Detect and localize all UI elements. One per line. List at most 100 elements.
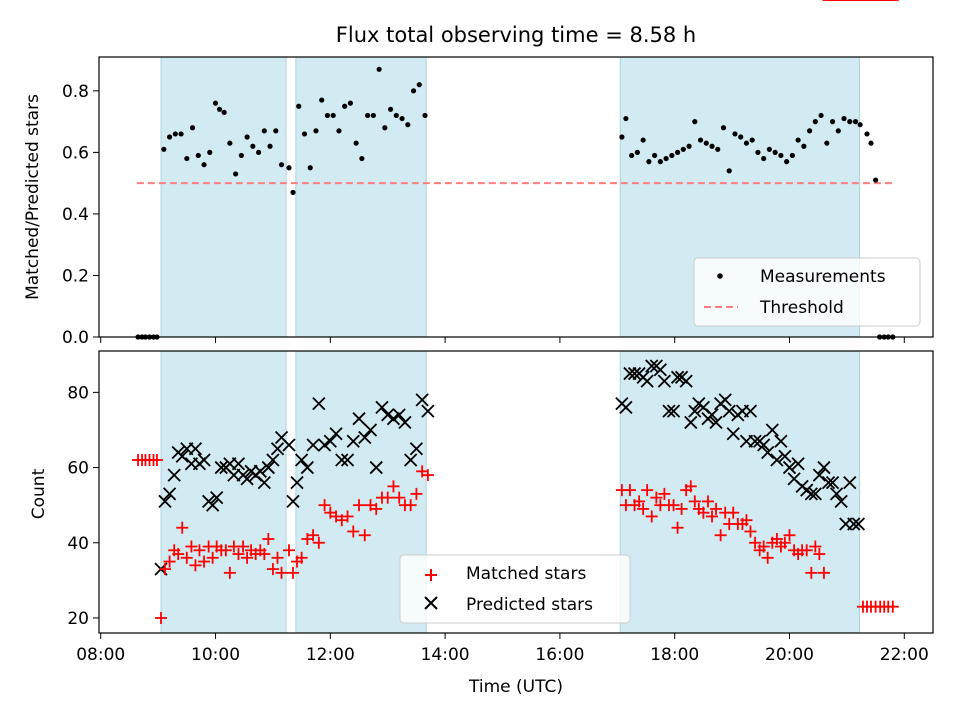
predicted-point (657, 374, 672, 388)
measurement-point (330, 112, 336, 119)
measurement-point (189, 125, 196, 131)
predicted-point (817, 460, 831, 475)
legend-matched-marker (425, 569, 437, 581)
legend-matched-label: Matched stars (466, 564, 586, 584)
measurement-point (692, 119, 698, 125)
predicted-point (317, 438, 332, 452)
measurement-point (847, 119, 853, 125)
measurement-point (841, 115, 847, 122)
predicted-point (329, 427, 343, 441)
predicted-point (765, 423, 779, 437)
matched-point (623, 484, 636, 497)
measurement-point (365, 112, 371, 119)
measurement-point (250, 143, 256, 149)
matched-point (347, 525, 360, 538)
bottom-y-axis: 20 40 60 80 (67, 383, 99, 629)
y-tick-label: 0.2 (62, 266, 89, 286)
x-tick-label: 10:00 (191, 645, 240, 665)
measurement-point (278, 162, 285, 168)
measurement-point (416, 82, 422, 88)
predicted-point (167, 468, 181, 482)
predicted-point (300, 460, 314, 475)
predicted-point (375, 400, 389, 415)
predicted-point (421, 404, 435, 418)
measurement-point (342, 103, 348, 109)
measurement-point (812, 119, 818, 125)
measurements-series (135, 66, 896, 340)
matched-point (740, 514, 753, 527)
predicted-point (188, 442, 203, 456)
legend-threshold-label: Threshold (759, 298, 844, 318)
matched-point (697, 506, 710, 519)
measurement-point (629, 152, 635, 159)
matched-point (404, 499, 417, 512)
top-legend: Measurements Threshold (693, 257, 921, 327)
predicted-point (847, 517, 861, 531)
measurement-point (749, 137, 755, 143)
measurement-point (864, 131, 870, 137)
measurement-point (296, 103, 302, 109)
measurement-point (336, 128, 342, 134)
measurement-point (382, 125, 388, 131)
y-tick-label: 0.8 (62, 82, 89, 102)
measurement-point (227, 140, 233, 146)
matched-point (675, 502, 688, 515)
measurement-point (238, 152, 244, 159)
top-y-axis: 0.0 0.2 0.4 0.6 0.8 (62, 82, 99, 348)
predicted-point (257, 475, 271, 490)
measurement-point (255, 149, 262, 155)
measurement-point (221, 109, 227, 115)
matched-point (671, 521, 684, 534)
chart-title: Flux total observing time = 8.58 h (336, 23, 696, 47)
predicted-point (662, 404, 676, 418)
predicted-point (666, 404, 681, 418)
matched-point (241, 551, 254, 564)
matched-point (783, 529, 796, 542)
measurement-point (324, 112, 331, 119)
predicted-point (774, 434, 788, 448)
measurement-point (778, 152, 784, 159)
measurement-point (167, 134, 173, 140)
matched-point (805, 566, 818, 579)
matched-point (232, 548, 245, 561)
matched-point (189, 559, 202, 572)
matched-point (641, 484, 654, 497)
predicted-point (770, 453, 784, 467)
x-axis: 08:00 10:00 12:00 14:00 16:00 18:00 20:00 22:00 (76, 633, 929, 665)
measurement-point (761, 155, 767, 162)
matched-point (667, 499, 680, 512)
x-tick-label: 16:00 (535, 645, 584, 665)
predicted-point (231, 457, 246, 471)
predicted-point (748, 434, 762, 448)
predicted-point (843, 475, 857, 490)
predicted-point (214, 460, 228, 475)
measurement-point (353, 140, 359, 146)
measurement-point (784, 159, 790, 165)
predicted-point (640, 374, 654, 388)
measurement-point (789, 152, 795, 159)
predicted-point (206, 498, 220, 512)
matched-point (198, 555, 211, 568)
x-tick-label: 22:00 (880, 645, 929, 665)
predicted-point (679, 374, 693, 388)
top-axes-frame (98, 56, 934, 338)
matched-point (219, 544, 232, 557)
matched-point (358, 529, 371, 542)
matched-point (193, 544, 206, 557)
count-series (132, 0, 899, 624)
predicted-point (404, 453, 418, 467)
matched-point (271, 551, 284, 564)
measurement-point (697, 137, 704, 143)
predicted-point (709, 415, 723, 430)
x-tick-label: 18:00 (650, 645, 699, 665)
measurement-point (184, 155, 190, 162)
measurement-point (709, 143, 715, 149)
measurement-point (686, 143, 692, 149)
predicted-point (684, 415, 698, 430)
matched-point (650, 491, 663, 504)
x-tick-label: 20:00 (765, 645, 814, 665)
measurement-point (703, 140, 709, 146)
measurement-point (376, 66, 382, 72)
matched-point (809, 540, 822, 553)
measurement-point (868, 140, 874, 146)
